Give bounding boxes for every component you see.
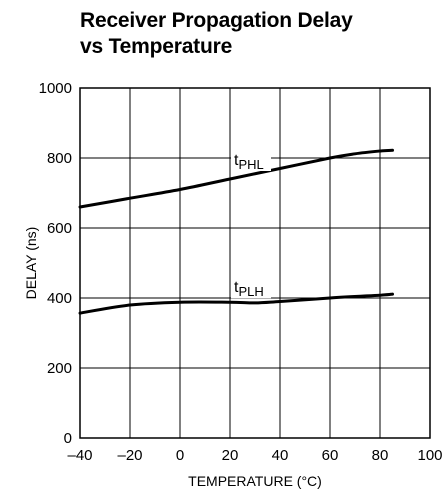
- grid-lines: [80, 88, 430, 438]
- y-tick-label: 1000: [39, 80, 72, 97]
- x-tick-label: 100: [417, 447, 442, 464]
- series-lines: [78, 148, 394, 315]
- y-tick-label: 0: [64, 430, 72, 447]
- chart-title-line-2: vs Temperature: [80, 35, 233, 58]
- chart-title: Receiver Propagation Delay vs Temperatur…: [80, 8, 353, 60]
- x-tick-label: 40: [272, 447, 289, 464]
- series-label-background: [231, 149, 271, 171]
- y-tick-label: 200: [47, 360, 72, 377]
- y-tick-labels: 0 200 400 600 800 1000: [39, 80, 72, 447]
- series-labels: tPHL tPLH: [231, 149, 271, 299]
- plot-frame: [79, 87, 431, 439]
- series-label-tplh: tPLH: [234, 279, 264, 299]
- chart-title-line-1: Receiver Propagation Delay: [80, 9, 353, 32]
- y-tick-label: 800: [47, 150, 72, 167]
- x-tick-label: 80: [372, 447, 389, 464]
- series-line-tphl: [78, 148, 394, 209]
- y-tick-label: 400: [47, 290, 72, 307]
- x-tick-label: 60: [322, 447, 339, 464]
- x-tick-label: –40: [67, 447, 92, 464]
- x-tick-label: –20: [117, 447, 142, 464]
- x-tick-label: 0: [176, 447, 184, 464]
- x-axis-label: TEMPERATURE (°C): [188, 473, 322, 489]
- series-line-tplh: [78, 292, 394, 315]
- series-label-background: [231, 276, 271, 299]
- y-tick-label: 600: [47, 220, 72, 237]
- y-axis-label: DELAY (ns): [23, 227, 39, 300]
- x-tick-label: 20: [222, 447, 239, 464]
- x-tick-labels: –40 –20 0 20 40 60 80 100: [67, 447, 442, 464]
- series-label-tphl: tPHL: [234, 152, 264, 172]
